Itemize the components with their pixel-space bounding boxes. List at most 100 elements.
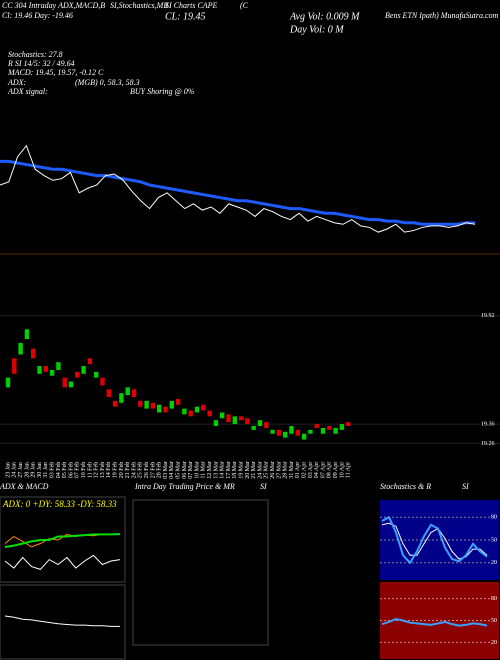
date-label: 18 Mar xyxy=(232,461,238,479)
candle xyxy=(295,429,300,436)
candle xyxy=(94,371,99,378)
macd: MACD: 19.45, 19.57, -0.12 C xyxy=(7,68,104,77)
candle xyxy=(169,400,174,409)
date-label: 25 Mar xyxy=(264,461,270,479)
candle xyxy=(163,406,168,413)
candle xyxy=(182,408,187,415)
candle xyxy=(213,420,219,426)
candle xyxy=(308,429,313,434)
date-label: 05 Feb xyxy=(62,462,68,479)
date-label: 04 Feb xyxy=(56,462,62,479)
date-label: 08 Apr xyxy=(327,462,333,479)
panel-title: Intra Day Trading Price & MR xyxy=(134,482,235,491)
adx-box xyxy=(0,496,126,583)
date-label: 26 Feb xyxy=(144,462,150,479)
signal: BUY Shoring @ 0% xyxy=(130,87,195,96)
candle xyxy=(12,358,17,374)
panel-title: SI xyxy=(462,482,469,491)
candle xyxy=(175,398,181,405)
candle xyxy=(100,377,105,386)
date-label: 10 Feb xyxy=(81,462,87,479)
candle xyxy=(75,371,80,378)
date-label: 02 Apr xyxy=(301,462,307,479)
y-tick-label: 80 xyxy=(491,596,497,602)
date-label: 21 Feb xyxy=(125,462,131,479)
date-label: 31 Jan xyxy=(43,462,49,478)
y-tick-label: 19.92 xyxy=(481,313,495,319)
day-vol: Day Vol: 0 M xyxy=(289,24,344,35)
y-tick-label: 19.36 xyxy=(481,421,495,427)
date-label: 27 Feb xyxy=(150,462,156,479)
candle xyxy=(81,366,86,374)
y-tick-label: 50 xyxy=(491,537,497,543)
stoch: Stochastics: 27.8 xyxy=(8,50,63,59)
day: Cl: 19.46 Day: -19.46 xyxy=(2,11,73,20)
stoch-fast-line xyxy=(381,515,488,565)
date-label: 11 Apr xyxy=(346,462,352,478)
date-label: 06 Mar xyxy=(182,461,188,479)
candle xyxy=(238,416,244,421)
candle xyxy=(276,429,282,436)
date-label: 28 Mar xyxy=(283,461,289,479)
date-label: 31 Mar xyxy=(289,461,295,479)
date-label: 03 Mar xyxy=(163,461,169,479)
candle xyxy=(24,329,30,339)
date-label: 24 Jan xyxy=(12,462,18,478)
candle xyxy=(314,424,319,428)
candle xyxy=(289,426,294,434)
candle xyxy=(125,387,130,396)
date-label: 19 Feb xyxy=(112,462,118,479)
date-label: 14 Feb xyxy=(106,462,112,479)
date-label: 12 Feb xyxy=(94,462,100,479)
date-label: 21 Mar xyxy=(251,461,257,479)
candle xyxy=(43,366,48,372)
panel-title: SI xyxy=(260,482,267,491)
date-label: 30 Jan xyxy=(37,462,43,478)
date-label: 28 Jan xyxy=(24,462,30,478)
plus-di-line xyxy=(4,533,121,548)
date-label: 24 Mar xyxy=(257,461,263,479)
y-tick-label: 20 xyxy=(491,640,497,646)
header-text: SI,Stochastics,MR xyxy=(110,1,168,10)
candle xyxy=(201,404,206,411)
date-label: 19 Mar xyxy=(238,461,244,479)
candle xyxy=(346,422,351,426)
date-label: 03 Feb xyxy=(49,462,55,479)
macd-line xyxy=(4,615,120,627)
date-label: 04 Mar xyxy=(169,461,175,479)
macd-box xyxy=(0,584,126,660)
date-label: 27 Jan xyxy=(18,462,24,478)
adx-line xyxy=(4,554,121,570)
candle xyxy=(283,431,288,438)
candle xyxy=(245,418,250,425)
y-tick-label: 50 xyxy=(491,618,497,624)
candle xyxy=(49,369,55,376)
candle xyxy=(144,400,149,409)
candle xyxy=(62,377,67,388)
adx-values: (MGB) 0, 58.3, 58.3 xyxy=(75,78,140,87)
candle xyxy=(5,377,11,388)
y-tick-label: 19.26 xyxy=(481,441,495,447)
date-label: 09 Apr xyxy=(333,462,339,479)
date-label: 11 Feb xyxy=(87,462,93,478)
candle xyxy=(327,426,332,430)
candle xyxy=(131,389,137,397)
header-text: CC 304 Intraday ADX,MACD,B xyxy=(2,1,105,10)
candle xyxy=(37,366,42,374)
candle xyxy=(157,404,162,413)
date-label: 13 Feb xyxy=(100,462,106,479)
price-line xyxy=(0,144,476,233)
candle xyxy=(31,348,36,359)
candle xyxy=(56,362,61,370)
candle xyxy=(264,422,269,428)
date-label: 06 Feb xyxy=(68,462,74,479)
date-label: 17 Mar xyxy=(226,461,232,479)
candle xyxy=(301,433,307,440)
candle xyxy=(257,420,263,426)
date-label: 10 Apr xyxy=(339,462,345,479)
header-text: SI Charts CAPE xyxy=(165,1,218,10)
date-label: 12 Mar xyxy=(207,461,213,479)
candle xyxy=(194,406,200,413)
date-label: 23 Jan xyxy=(5,462,11,478)
